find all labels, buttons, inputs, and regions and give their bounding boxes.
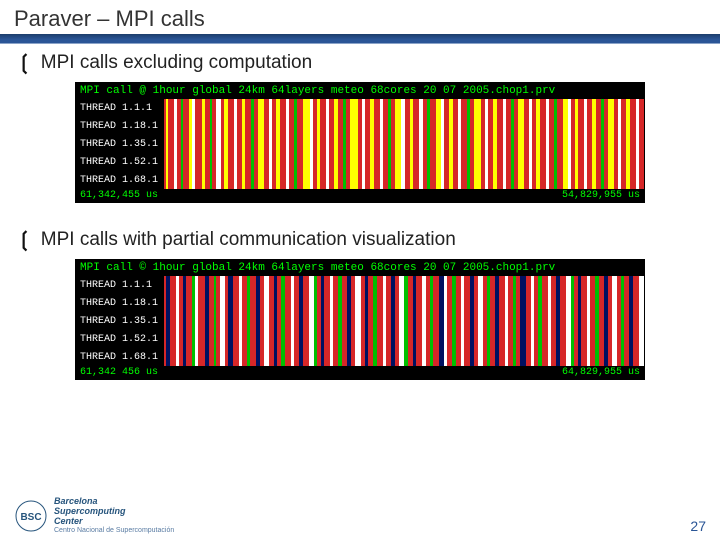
slide-title: Paraver – MPI calls [0,0,720,34]
thread-label: THREAD 1.35.1 [76,312,164,330]
slide-footer: BSC Barcelona Supercomputing Center Cent… [0,497,720,534]
timeline-canvas-2[interactable] [164,276,644,366]
thread-label: THREAD 1.1.1 [76,99,164,117]
paraver-body-2: THREAD 1.1.1THREAD 1.18.1THREAD 1.35.1TH… [76,276,644,366]
page-number: 27 [690,518,706,534]
logo-subtext: Centro Nacional de Supercomputación [54,527,174,534]
thread-label: THREAD 1.68.1 [76,348,164,366]
thread-label: THREAD 1.52.1 [76,153,164,171]
timeline-stripe [198,276,205,366]
scale-left-2: 61,342 456 us [80,367,158,378]
section-2-text: MPI calls with partial communication vis… [41,229,456,251]
paraver-window-2: MPI call © 1hour global 24km 64layers me… [75,259,645,380]
paraver-window-1: MPI call @ 1hour global 24km 64layers me… [75,82,645,203]
logo-text: Barcelona Supercomputing Center [54,497,174,527]
thread-label: THREAD 1.35.1 [76,135,164,153]
scale-right-2: 64,829,955 us [562,367,640,378]
timeline-stripe [639,276,644,366]
timeline-stripe [195,99,202,189]
thread-label: THREAD 1.52.1 [76,330,164,348]
title-underline [0,34,720,44]
thread-labels-2: THREAD 1.1.1THREAD 1.18.1THREAD 1.35.1TH… [76,276,164,366]
thread-label: THREAD 1.1.1 [76,276,164,294]
bullet-icon: ❲ [16,53,33,73]
timescale-2: 61,342 456 us 64,829,955 us [76,366,644,379]
thread-label: THREAD 1.68.1 [76,171,164,189]
timeline-stripe [474,99,481,189]
bsc-logo: BSC Barcelona Supercomputing Center Cent… [14,497,174,534]
thread-labels-1: THREAD 1.1.1THREAD 1.18.1THREAD 1.35.1TH… [76,99,164,189]
section-1-label: ❲ MPI calls excluding computation [0,44,720,80]
section-2-label: ❲ MPI calls with partial communication v… [0,221,720,257]
bullet-icon: ❲ [16,230,33,250]
scale-left-1: 61,342,455 us [80,190,158,201]
timeline-stripe [639,99,644,189]
timeline-stripe [303,99,310,189]
thread-label: THREAD 1.18.1 [76,117,164,135]
paraver-titlebar-2: MPI call © 1hour global 24km 64layers me… [76,260,644,276]
section-1-text: MPI calls excluding computation [41,52,312,74]
paraver-body-1: THREAD 1.1.1THREAD 1.18.1THREAD 1.35.1TH… [76,99,644,189]
thread-label: THREAD 1.18.1 [76,294,164,312]
timeline-stripe [350,99,358,189]
scale-right-1: 54,829,955 us [562,190,640,201]
paraver-titlebar-1: MPI call @ 1hour global 24km 64layers me… [76,83,644,99]
timeline-canvas-1[interactable] [164,99,644,189]
svg-text:BSC: BSC [20,512,41,523]
timescale-1: 61,342,455 us 54,829,955 us [76,189,644,202]
bsc-logo-icon: BSC [14,499,48,533]
